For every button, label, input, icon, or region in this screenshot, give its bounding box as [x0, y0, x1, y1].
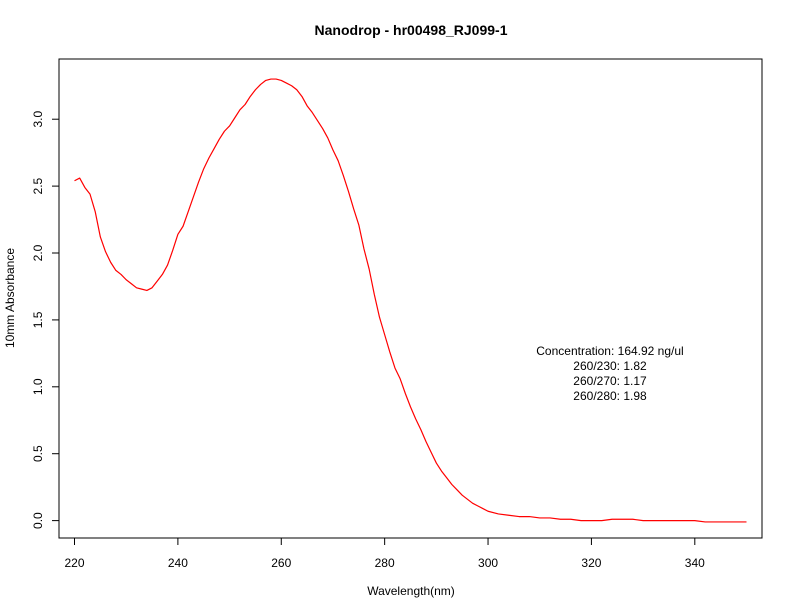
x-tick-label: 280	[375, 556, 395, 570]
x-axis-label: Wavelength(nm)	[367, 584, 455, 598]
x-tick-label: 300	[478, 556, 498, 570]
x-tick-label: 340	[685, 556, 705, 570]
x-axis: 220 240 260 280 300 320 340	[64, 538, 705, 570]
ratio-260-230-annotation: 260/230: 1.82	[573, 359, 647, 373]
y-tick-label: 2.5	[31, 177, 45, 194]
annotation-block: Concentration: 164.92 ng/ul 260/230: 1.8…	[536, 344, 683, 403]
x-tick-label: 220	[64, 556, 84, 570]
absorbance-series-line	[74, 78, 747, 523]
series-layer	[74, 78, 747, 523]
x-tick-label: 240	[168, 556, 188, 570]
y-tick-label: 3.0	[31, 111, 45, 128]
chart-title: Nanodrop - hr00498_RJ099-1	[315, 22, 508, 38]
y-axis-label: 10mm Absorbance	[3, 248, 17, 348]
x-tick-label: 320	[581, 556, 601, 570]
y-tick-label: 2.0	[31, 244, 45, 261]
y-tick-label: 1.5	[31, 311, 45, 328]
y-tick-label: 1.0	[31, 378, 45, 395]
plot-frame	[58, 58, 763, 539]
y-tick-label: 0.5	[31, 445, 45, 462]
y-axis: 0.0 0.5 1.0 1.5 2.0 2.5 3.0	[31, 111, 59, 529]
ratio-260-280-annotation: 260/280: 1.98	[573, 389, 647, 403]
concentration-annotation: Concentration: 164.92 ng/ul	[536, 344, 683, 358]
ratio-260-270-annotation: 260/270: 1.17	[573, 374, 647, 388]
x-tick-label: 260	[271, 556, 291, 570]
y-tick-label: 0.0	[31, 512, 45, 529]
